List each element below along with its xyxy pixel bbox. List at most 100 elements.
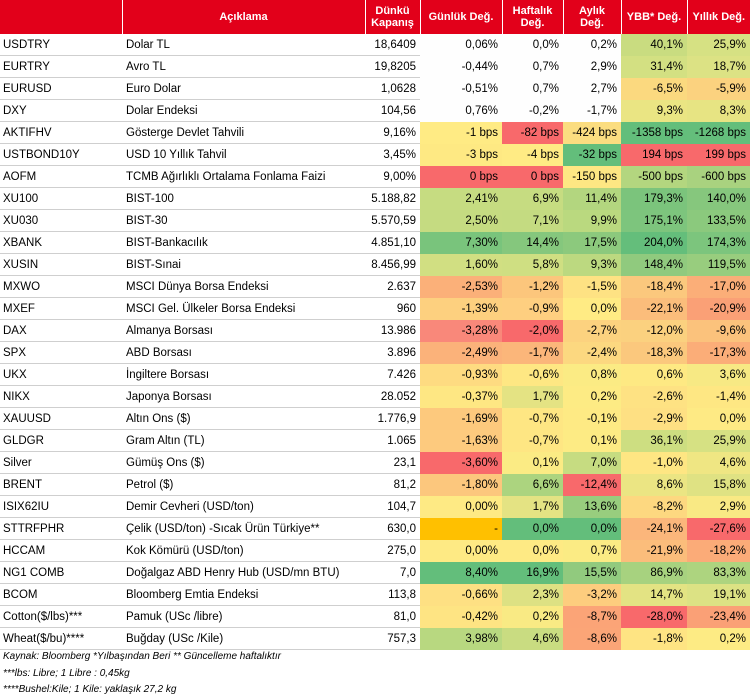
instrument-code-cell: ISIX62IU (0, 495, 122, 518)
monthly-change-cell: -2,4% (563, 341, 621, 364)
weekly-change-cell: 4,6% (502, 627, 563, 650)
table-row: XU100 BIST-100 5.188,82 2,41% 6,9% 11,4% 179,3… (0, 187, 750, 210)
ytd-change-cell: -28,0% (621, 605, 687, 628)
instrument-code-cell: GLDGR (0, 429, 122, 452)
ytd-change-cell: 14,7% (621, 583, 687, 606)
weekly-change-cell: 0,2% (502, 605, 563, 628)
daily-change-cell: 0,00% (420, 539, 502, 562)
yearly-change-cell: -1268 bps (687, 121, 750, 144)
monthly-change-cell: -1,7% (563, 99, 621, 122)
close-value-cell: 2.637 (365, 275, 420, 298)
ytd-change-cell: -12,0% (621, 319, 687, 342)
instrument-description-cell: Avro TL (122, 55, 365, 78)
daily-change-cell: 1,60% (420, 253, 502, 276)
monthly-change-cell: -0,1% (563, 407, 621, 430)
monthly-change-cell: -8,6% (563, 627, 621, 650)
header-weekly-change: Haftalık Değ. (502, 0, 564, 34)
close-value-cell: 1.065 (365, 429, 420, 452)
ytd-change-cell: -2,9% (621, 407, 687, 430)
ytd-change-cell: -24,1% (621, 517, 687, 540)
table-row: Wheat($/bu)**** Buğday (USc /Kile) 757,3 3,… (0, 627, 750, 650)
ytd-change-cell: 86,9% (621, 561, 687, 584)
table-row: USTBOND10Y USD 10 Yıllık Tahvil 3,45% -3 bp… (0, 143, 750, 166)
yearly-change-cell: -23,4% (687, 605, 750, 628)
ytd-change-cell: -8,2% (621, 495, 687, 518)
daily-change-cell: -1,39% (420, 297, 502, 320)
yearly-change-cell: 174,3% (687, 231, 750, 254)
table-row: UKX İngiltere Borsası 7.426 -0,93% -0,6% 0,8%… (0, 363, 750, 386)
ytd-change-cell: 31,4% (621, 55, 687, 78)
instrument-code-cell: DXY (0, 99, 122, 122)
daily-change-cell: -1,69% (420, 407, 502, 430)
yearly-change-cell: -17,0% (687, 275, 750, 298)
table-row: HCCAM Kok Kömürü (USD/ton) 275,0 0,00% 0,0% 0… (0, 539, 750, 562)
yearly-change-cell: -18,2% (687, 539, 750, 562)
yearly-change-cell: 119,5% (687, 253, 750, 276)
instrument-description-cell: BIST-30 (122, 209, 365, 232)
instrument-code-cell: XBANK (0, 231, 122, 254)
daily-change-cell: 0,76% (420, 99, 502, 122)
instrument-code-cell: NIKX (0, 385, 122, 408)
instrument-code-cell: AOFM (0, 165, 122, 188)
monthly-change-cell: -8,7% (563, 605, 621, 628)
weekly-change-cell: -0,2% (502, 99, 563, 122)
instrument-code-cell: SPX (0, 341, 122, 364)
yearly-change-cell: -1,4% (687, 385, 750, 408)
monthly-change-cell: 17,5% (563, 231, 621, 254)
ytd-change-cell: -18,4% (621, 275, 687, 298)
table-body: USDTRY Dolar TL 18,6409 0,06% 0,0% 0,2% 40,1% 2… (0, 34, 750, 650)
monthly-change-cell: 13,6% (563, 495, 621, 518)
monthly-change-cell: 0,2% (563, 385, 621, 408)
table-row: XBANK BIST-Bankacılık 4.851,10 7,30% 14,4% 17… (0, 231, 750, 254)
instrument-description-cell: ABD Borsası (122, 341, 365, 364)
weekly-change-cell: 0,1% (502, 451, 563, 474)
daily-change-cell: -1,80% (420, 473, 502, 496)
weekly-change-cell: 0,0% (502, 34, 563, 56)
table-row: GLDGR Gram Altın (TL) 1.065 -1,63% -0,7% 0,1%… (0, 429, 750, 452)
daily-change-cell: 8,40% (420, 561, 502, 584)
footnotes: Kaynak: Bloomberg *Yılbaşından Beri ** G… (3, 649, 281, 699)
daily-change-cell: - (420, 517, 502, 540)
monthly-change-cell: 0,1% (563, 429, 621, 452)
instrument-description-cell: Dolar TL (122, 34, 365, 56)
ytd-change-cell: -22,1% (621, 297, 687, 320)
daily-change-cell: 0,00% (420, 495, 502, 518)
instrument-description-cell: BIST-Sınai (122, 253, 365, 276)
ytd-change-cell: -21,9% (621, 539, 687, 562)
weekly-change-cell: -82 bps (502, 121, 563, 144)
instrument-code-cell: XU030 (0, 209, 122, 232)
instrument-code-cell: HCCAM (0, 539, 122, 562)
close-value-cell: 7.426 (365, 363, 420, 386)
table-row: NG1 COMB Doğalgaz ABD Henry Hub (USD/mn B… (0, 561, 750, 584)
instrument-code-cell: EURTRY (0, 55, 122, 78)
daily-change-cell: 0,06% (420, 34, 502, 56)
ytd-change-cell: -2,6% (621, 385, 687, 408)
close-value-cell: 19,8205 (365, 55, 420, 78)
monthly-change-cell: 11,4% (563, 187, 621, 210)
yearly-change-cell: 3,6% (687, 363, 750, 386)
daily-change-cell: -2,53% (420, 275, 502, 298)
market-summary-table: Açıklama Dünkü Kapanış Günlük Değ. Haftal… (0, 0, 750, 650)
close-value-cell: 1,0628 (365, 77, 420, 100)
ytd-change-cell: 204,0% (621, 231, 687, 254)
table-row: DXY Dolar Endeksi 104,56 0,76% -0,2% -1,7% 9,3… (0, 99, 750, 122)
instrument-code-cell: USDTRY (0, 34, 122, 56)
close-value-cell: 8.456,99 (365, 253, 420, 276)
close-value-cell: 4.851,10 (365, 231, 420, 254)
daily-change-cell: -0,42% (420, 605, 502, 628)
ytd-change-cell: 40,1% (621, 34, 687, 56)
close-value-cell: 7,0 (365, 561, 420, 584)
weekly-change-cell: 14,4% (502, 231, 563, 254)
monthly-change-cell: 2,7% (563, 77, 621, 100)
instrument-code-cell: DAX (0, 319, 122, 342)
header-code (0, 0, 123, 34)
weekly-change-cell: 0 bps (502, 165, 563, 188)
monthly-change-cell: 0,7% (563, 539, 621, 562)
instrument-code-cell: BCOM (0, 583, 122, 606)
instrument-description-cell: Pamuk (USc /libre) (122, 605, 365, 628)
instrument-code-cell: STTRFPHR (0, 517, 122, 540)
close-value-cell: 630,0 (365, 517, 420, 540)
monthly-change-cell: 2,9% (563, 55, 621, 78)
yearly-change-cell: 18,7% (687, 55, 750, 78)
monthly-change-cell: -32 bps (563, 143, 621, 166)
